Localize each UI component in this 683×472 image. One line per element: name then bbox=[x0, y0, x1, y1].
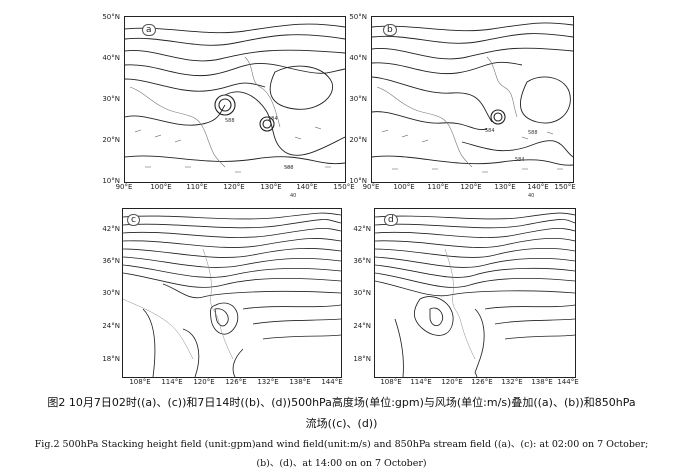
caption-cn-line1: 图2 10月7日02时((a)、(c))和7日14时((b)、(d))500hP… bbox=[47, 396, 636, 409]
panel-a-xtick: 100°E bbox=[150, 183, 172, 191]
panel-b-xtick: 110°E bbox=[427, 183, 449, 191]
panel-d-ytick: 30°N bbox=[353, 289, 371, 297]
panel-a-xtick: 90°E bbox=[115, 183, 133, 191]
panel-d-xtick: 132°E bbox=[501, 378, 523, 386]
panel-d-ytick: 24°N bbox=[353, 322, 371, 330]
caption-cn-line2: 流场((c)、(d)) bbox=[305, 417, 378, 430]
panel-d-ytick: 18°N bbox=[353, 355, 371, 363]
panel-b-map bbox=[371, 16, 574, 183]
panel-b-ytick: 50°N bbox=[349, 13, 367, 21]
panel-b-contour-label-3: 584 bbox=[515, 157, 525, 163]
panel-c-map bbox=[122, 208, 342, 378]
panel-a-contour-label-1: 588 bbox=[225, 118, 235, 124]
panel-c-plot bbox=[123, 212, 341, 377]
panel-c-ytick: 24°N bbox=[102, 322, 120, 330]
panel-d-xtick: 144°E bbox=[557, 378, 579, 386]
panel-d-ytick: 36°N bbox=[353, 257, 371, 265]
panel-b-xtick: 100°E bbox=[393, 183, 415, 191]
panel-d-xtick: 108°E bbox=[380, 378, 402, 386]
panel-b-xtick: 130°E bbox=[494, 183, 516, 191]
panel-b-xtick: 140°E bbox=[527, 183, 549, 191]
panel-a-plot bbox=[125, 23, 345, 173]
panel-d-xtick: 114°E bbox=[410, 378, 432, 386]
panel-d-label: d bbox=[384, 214, 398, 226]
panel-a-xtick: 120°E bbox=[223, 183, 245, 191]
panel-b-ytick: 20°N bbox=[349, 136, 367, 144]
panel-a-contour-label-2: 584 bbox=[268, 116, 278, 122]
panel-c-xtick: 138°E bbox=[289, 378, 311, 386]
panel-a-ytick: 10°N bbox=[102, 177, 120, 185]
panel-b-xtick: 120°E bbox=[460, 183, 482, 191]
caption-en-line1: Fig.2 500hPa Stacking height field (unit… bbox=[34, 439, 649, 450]
caption-en-line2: (b)、(d)、at 14:00 on on 7 October) bbox=[256, 458, 427, 469]
panel-b-contour-label-1: 584 bbox=[485, 128, 495, 134]
panel-c-xtick: 126°E bbox=[225, 378, 247, 386]
panel-b-wind-scale: 40 bbox=[528, 193, 535, 199]
panel-a-ytick: 50°N bbox=[102, 13, 120, 21]
panel-a-wind-scale: 40 bbox=[290, 193, 297, 199]
panel-b-ytick: 10°N bbox=[349, 177, 367, 185]
panel-a-map bbox=[124, 16, 346, 183]
panel-d-plot bbox=[375, 212, 575, 377]
panel-b-xtick: 90°E bbox=[362, 183, 380, 191]
panel-c-ytick: 42°N bbox=[102, 225, 120, 233]
panel-c-ytick: 30°N bbox=[102, 289, 120, 297]
panel-a-ytick: 30°N bbox=[102, 95, 120, 103]
panel-d-xtick: 138°E bbox=[531, 378, 553, 386]
panel-b-ytick: 30°N bbox=[349, 95, 367, 103]
panel-d-map bbox=[374, 208, 576, 378]
panel-b-xtick: 150°E bbox=[554, 183, 576, 191]
panel-c-xtick: 108°E bbox=[129, 378, 151, 386]
panel-a-contour-label-3: 588 bbox=[284, 165, 294, 171]
panel-c-xtick: 144°E bbox=[321, 378, 343, 386]
panel-c-ytick: 18°N bbox=[102, 355, 120, 363]
panel-a-ytick: 20°N bbox=[102, 136, 120, 144]
panel-c-ytick: 36°N bbox=[102, 257, 120, 265]
panel-a-xtick: 150°E bbox=[333, 183, 355, 191]
panel-a-xtick: 140°E bbox=[296, 183, 318, 191]
panel-d-ytick: 42°N bbox=[353, 225, 371, 233]
panel-a-label: a bbox=[142, 24, 156, 36]
panel-c-label: c bbox=[127, 214, 140, 226]
panel-b-contour-label-2: 588 bbox=[528, 130, 538, 136]
panel-a-xtick: 110°E bbox=[186, 183, 208, 191]
panel-a-xtick: 130°E bbox=[260, 183, 282, 191]
panel-d-xtick: 126°E bbox=[471, 378, 493, 386]
panel-b-ytick: 40°N bbox=[349, 54, 367, 62]
panel-d-xtick: 120°E bbox=[441, 378, 463, 386]
panel-b-plot bbox=[372, 22, 573, 173]
panel-c-xtick: 132°E bbox=[257, 378, 279, 386]
panel-c-xtick: 114°E bbox=[161, 378, 183, 386]
panel-b-label: b bbox=[383, 24, 397, 36]
panel-c-xtick: 120°E bbox=[193, 378, 215, 386]
panel-a-ytick: 40°N bbox=[102, 54, 120, 62]
